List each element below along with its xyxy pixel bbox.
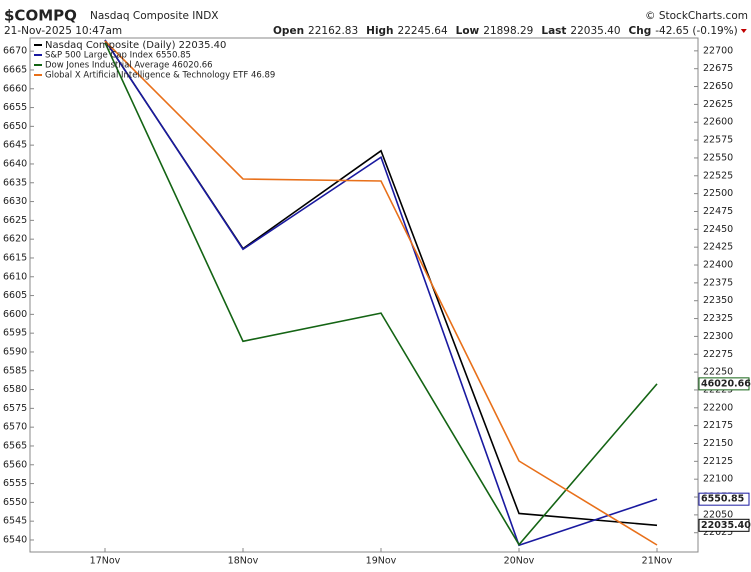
stat-label: Open	[273, 25, 304, 37]
y2-tick-label: 22175	[703, 420, 733, 431]
stat-label: High	[366, 25, 393, 37]
down-arrow	[740, 29, 747, 33]
stat-value: -42.65 (-0.19%)	[655, 25, 738, 37]
stat-label: Chg	[629, 25, 652, 37]
y2-tick-label: 22250	[703, 367, 733, 378]
y2-tick-label: 22500	[703, 188, 733, 199]
y-tick-label: 6630	[3, 196, 27, 207]
y-tick-label: 6665	[3, 64, 27, 75]
x-tick-label: 19Nov	[366, 556, 397, 567]
y-tick-label: 6545	[3, 516, 27, 527]
y2-tick-label: 22025	[703, 527, 733, 538]
x-tick-label: 21Nov	[642, 556, 673, 567]
legend-label: Dow Jones Industrial Average 46020.66	[45, 61, 213, 71]
y-tick-label: 6655	[3, 102, 27, 113]
y2-tick-label: 22475	[703, 206, 733, 217]
chart-title: Nasdaq Composite INDX	[90, 10, 218, 22]
series-line	[104, 39, 658, 547]
y2-tick-label: 22275	[703, 349, 733, 360]
y2-tick-label: 22575	[703, 135, 733, 146]
y-tick-label: 6610	[3, 271, 27, 282]
stat-label: Last	[541, 25, 566, 37]
y2-tick-label: 22100	[703, 474, 733, 485]
legend-label: Nasdaq Composite (Daily) 22035.40	[45, 40, 226, 51]
y-tick-label: 6560	[3, 459, 27, 470]
y2-tick-label: 22375	[703, 277, 733, 288]
stat-value: 22245.64	[398, 25, 448, 37]
y2-tick-label: 22700	[703, 45, 733, 56]
y2-tick-label: 22650	[703, 81, 733, 92]
y2-tick-label: 22150	[703, 438, 733, 449]
y-tick-label: 6600	[3, 309, 27, 320]
last-value-label: 46020.66	[701, 378, 751, 389]
y2-tick-label: 22675	[703, 63, 733, 74]
y2-tick-label: 22300	[703, 331, 733, 342]
y-tick-label: 6595	[3, 328, 27, 339]
last-value-label: 22035.40	[701, 520, 751, 531]
plot-frame	[29, 37, 699, 553]
series-line	[104, 39, 658, 527]
legend-label: Global X Artificial Intelligence & Techn…	[45, 71, 275, 81]
y2-tick-label: 22350	[703, 295, 733, 306]
y-tick-label: 6670	[3, 46, 27, 57]
y-tick-label: 6555	[3, 478, 27, 489]
y-tick-label: 6615	[3, 252, 27, 263]
stat-label: Low	[456, 25, 480, 37]
y-tick-label: 6540	[3, 534, 27, 545]
y2-tick-label: 22125	[703, 456, 733, 467]
x-tick-label: 18Nov	[228, 556, 259, 567]
y-tick-label: 6590	[3, 346, 27, 357]
y2-tick-label: 22450	[703, 224, 733, 235]
y2-tick-label: 22400	[703, 260, 733, 271]
y-tick-label: 6580	[3, 384, 27, 395]
y-tick-label: 6565	[3, 440, 27, 451]
stat-value: 21898.29	[483, 25, 533, 37]
y2-tick-label: 22325	[703, 313, 733, 324]
last-value-tag	[698, 518, 750, 532]
x-tick-label: 20Nov	[504, 556, 535, 567]
y2-tick-label: 22425	[703, 242, 733, 253]
stat-value: 22035.40	[570, 25, 620, 37]
y-tick-label: 6650	[3, 121, 27, 132]
y-tick-label: 6620	[3, 234, 27, 245]
series-line	[104, 40, 658, 546]
y2-tick-label: 22550	[703, 152, 733, 163]
y2-tick-label: 22050	[703, 509, 733, 520]
y2-tick-label: 22600	[703, 117, 733, 128]
series-line	[104, 42, 658, 547]
y-tick-label: 6660	[3, 83, 27, 94]
y-tick-label: 6635	[3, 177, 27, 188]
y-tick-label: 6640	[3, 158, 27, 169]
last-value-tag	[698, 492, 750, 506]
symbol: $COMPQ	[4, 7, 77, 25]
stat-value: 22162.83	[308, 25, 358, 37]
y-tick-label: 6645	[3, 140, 27, 151]
y2-tick-label: 22625	[703, 99, 733, 110]
date: 21-Nov-2025 10:47am	[4, 25, 122, 37]
y-tick-label: 6570	[3, 422, 27, 433]
last-value-label: 6550.85	[701, 494, 744, 505]
plot-lines	[104, 39, 658, 547]
last-value-tag	[698, 377, 750, 391]
y-tick-label: 6575	[3, 403, 27, 414]
y2-tick-label: 22525	[703, 170, 733, 181]
y2-tick-label: 22200	[703, 402, 733, 413]
y-tick-label: 6625	[3, 215, 27, 226]
y-tick-label: 6550	[3, 497, 27, 508]
x-tick-label: 17Nov	[90, 556, 121, 567]
credit: © StockCharts.com	[645, 10, 748, 22]
y-tick-label: 6585	[3, 365, 27, 376]
legend-label: S&P 500 Large Cap Index 6550.85	[45, 51, 191, 61]
y-tick-label: 6605	[3, 290, 27, 301]
